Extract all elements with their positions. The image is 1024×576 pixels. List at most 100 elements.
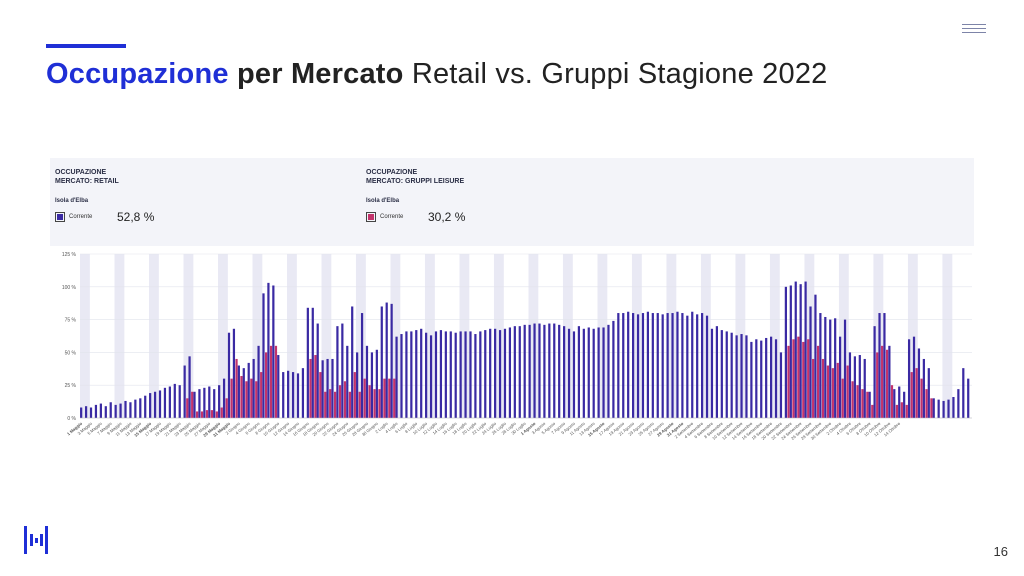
retail-bar bbox=[80, 407, 83, 418]
retail-bar bbox=[957, 389, 960, 418]
retail-bar bbox=[907, 339, 911, 418]
groups-kpi: OCCUPAZIONE MERCATO: GRUPPI LEISURE Isol… bbox=[366, 168, 465, 224]
retail-bar bbox=[208, 386, 211, 418]
groups-bar bbox=[890, 385, 894, 418]
retail-bar bbox=[567, 328, 571, 418]
retail-bar bbox=[316, 323, 319, 418]
weekend-band bbox=[769, 254, 780, 418]
groups-bar bbox=[910, 372, 913, 418]
retail-bar bbox=[622, 313, 625, 418]
retail-bar bbox=[173, 383, 176, 418]
retail-bar bbox=[124, 400, 127, 418]
retail-bar bbox=[518, 326, 521, 418]
retail-bar bbox=[425, 332, 428, 418]
title-retail-vs-gruppi: Retail vs. Gruppi Stagione 2022 bbox=[411, 58, 828, 90]
weekend-band bbox=[148, 254, 159, 418]
retail-bar bbox=[400, 334, 403, 418]
retail-bar bbox=[592, 328, 595, 418]
groups-bar bbox=[925, 389, 928, 418]
retail-bar bbox=[183, 365, 186, 418]
retail-bar bbox=[838, 336, 842, 418]
retail-bar bbox=[193, 391, 196, 418]
retail-bar bbox=[420, 328, 423, 418]
weekend-band bbox=[804, 254, 815, 418]
groups-bar bbox=[368, 385, 371, 418]
retail-bar bbox=[553, 323, 556, 418]
groups-bar bbox=[378, 389, 381, 418]
groups-bar bbox=[235, 358, 238, 418]
menu-icon[interactable] bbox=[962, 24, 986, 34]
retail-bar bbox=[760, 340, 763, 418]
groups-bar bbox=[826, 365, 830, 418]
groups-bar bbox=[388, 378, 391, 418]
retail-bar bbox=[843, 319, 847, 418]
retail-bar bbox=[942, 400, 945, 418]
retail-bar bbox=[277, 355, 280, 418]
retail-bar bbox=[927, 368, 930, 418]
retail-bar bbox=[287, 370, 290, 418]
retail-bar bbox=[222, 378, 226, 418]
groups-bar bbox=[215, 411, 218, 418]
retail-bar bbox=[824, 316, 827, 418]
retail-bar bbox=[686, 315, 689, 418]
retail-bar bbox=[528, 324, 531, 418]
retail-bar bbox=[134, 399, 137, 418]
retail-bar bbox=[469, 331, 472, 418]
retail-bar bbox=[267, 282, 270, 418]
retail-bar bbox=[607, 324, 610, 418]
retail-bar bbox=[563, 326, 566, 418]
groups-bar bbox=[881, 345, 884, 418]
groups-bar bbox=[797, 336, 800, 418]
y-tick-label: 100 % bbox=[62, 285, 77, 291]
groups-bar bbox=[230, 378, 233, 418]
weekend-band bbox=[873, 254, 884, 418]
company-logo-icon bbox=[24, 526, 48, 554]
groups-bar bbox=[821, 358, 825, 418]
weekend-band bbox=[321, 254, 332, 418]
groups-bar bbox=[851, 381, 854, 418]
retail-bar bbox=[410, 331, 413, 418]
retail-bar bbox=[326, 358, 329, 418]
groups-bar bbox=[905, 404, 908, 418]
groups-bar bbox=[260, 372, 263, 418]
groups-bar bbox=[245, 381, 248, 418]
retail-bar bbox=[755, 339, 758, 418]
retail-bar bbox=[257, 345, 260, 418]
retail-bar bbox=[789, 285, 792, 418]
groups-kpi-location: Isola d'Elba bbox=[366, 198, 400, 204]
retail-bar bbox=[646, 311, 650, 418]
weekend-band bbox=[390, 254, 401, 418]
retail-bar bbox=[577, 326, 581, 418]
groups-bar bbox=[807, 339, 810, 418]
retail-bar bbox=[439, 330, 443, 418]
weekend-band bbox=[459, 254, 470, 418]
retail-bar bbox=[799, 284, 802, 418]
retail-bar bbox=[306, 307, 309, 418]
weekend-band bbox=[183, 254, 194, 418]
retail-bar bbox=[242, 368, 245, 418]
groups-bar bbox=[338, 385, 342, 418]
retail-bar bbox=[119, 403, 122, 418]
retail-bar bbox=[962, 368, 965, 418]
groups-bar bbox=[816, 345, 820, 418]
retail-bar bbox=[617, 313, 620, 418]
kpi-panel: OCCUPAZIONE MERCATO: RETAIL Isola d'Elba… bbox=[50, 158, 974, 246]
retail-bar bbox=[651, 313, 654, 418]
retail-bar bbox=[848, 352, 852, 418]
retail-bar bbox=[360, 313, 364, 418]
retail-bar bbox=[681, 313, 684, 418]
weekend-band bbox=[735, 254, 746, 418]
groups-bar bbox=[255, 381, 258, 418]
retail-bar bbox=[912, 336, 916, 418]
retail-bar bbox=[405, 331, 408, 418]
y-tick-label: 50 % bbox=[65, 350, 77, 356]
groups-bar bbox=[196, 411, 199, 418]
groups-bar bbox=[353, 372, 356, 418]
retail-kpi-value: 52,8 % bbox=[117, 210, 155, 224]
retail-bar bbox=[331, 358, 334, 418]
retail-bar bbox=[582, 328, 585, 418]
groups-bar bbox=[861, 389, 864, 418]
retail-bar bbox=[548, 323, 551, 418]
weekend-band bbox=[907, 254, 918, 418]
retail-bar bbox=[774, 339, 778, 418]
